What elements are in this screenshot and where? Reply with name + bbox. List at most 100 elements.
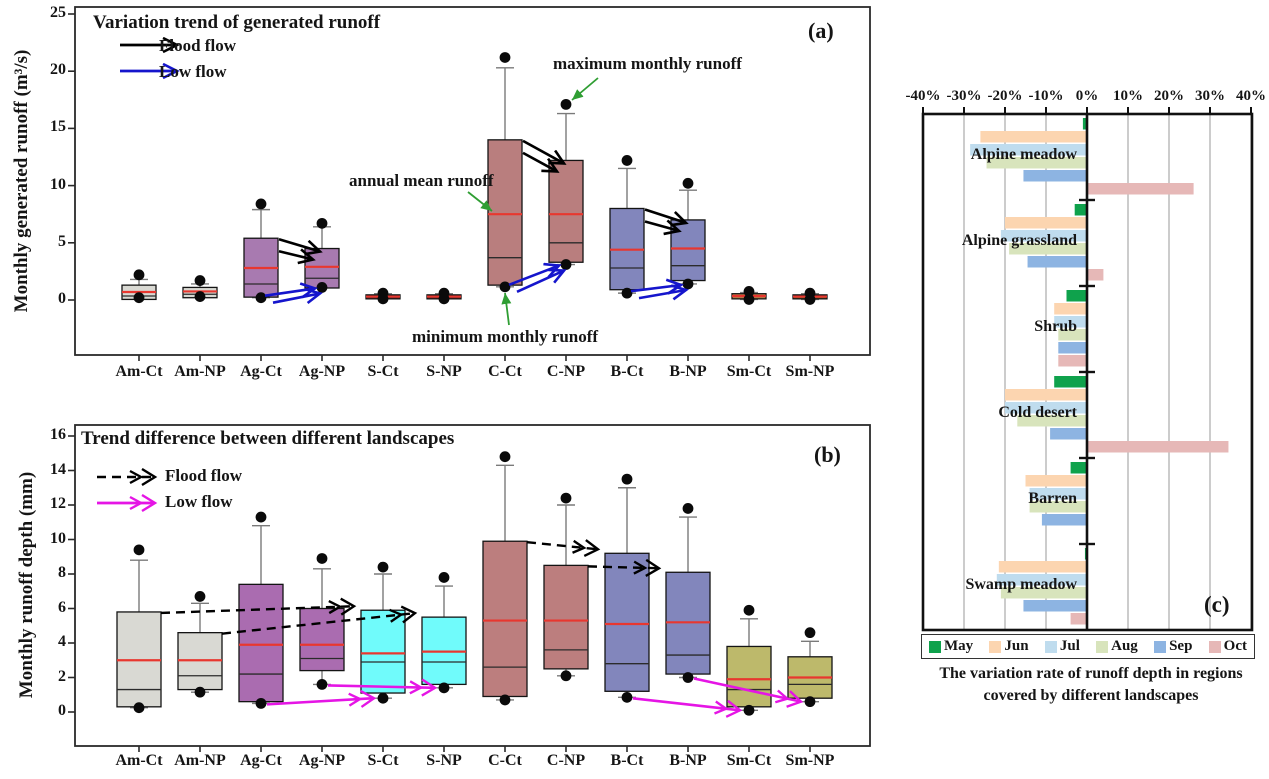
landscape-label: Shrub bbox=[1034, 318, 1077, 335]
bar-May-alpine-grassland bbox=[1074, 204, 1087, 216]
max-dot bbox=[621, 155, 633, 166]
max-dot bbox=[560, 98, 572, 110]
x-tick-label: Sm-NP bbox=[785, 752, 835, 769]
box-S-Ct bbox=[360, 609, 406, 694]
bar-Jul-swamp-meadow bbox=[996, 574, 1087, 586]
y-tick-label: 12 bbox=[50, 495, 66, 512]
legend-swatch-sep bbox=[1154, 640, 1167, 653]
landscape-label: Alpine grassland bbox=[961, 232, 1077, 249]
bar-Jun-alpine-meadow bbox=[980, 131, 1087, 143]
low-arrow-magenta bbox=[693, 677, 801, 702]
legend-item-sep: Sep bbox=[1154, 638, 1192, 655]
bar-Aug-cold-desert bbox=[1017, 415, 1087, 427]
landscape-label: Cold desert bbox=[998, 404, 1077, 421]
min-dot bbox=[499, 281, 511, 293]
legend-item-oct: Oct bbox=[1208, 638, 1247, 655]
x-tick-label: Ag-NP bbox=[298, 752, 346, 769]
flood-arrow-dashed bbox=[587, 566, 659, 568]
x-tick-label: S-NP bbox=[426, 752, 462, 769]
panel-b-label: (b) bbox=[814, 442, 841, 467]
pct-tick-label: 20% bbox=[1154, 88, 1184, 104]
box-Ag-Ct bbox=[238, 583, 284, 703]
x-tick-label: Ag-Ct bbox=[240, 752, 282, 769]
flood-arrow bbox=[644, 221, 679, 230]
legend-swatch-aug bbox=[1096, 640, 1109, 653]
low-arrow bbox=[638, 290, 686, 298]
box-C-Ct bbox=[487, 139, 523, 286]
panel-a-title: Variation trend of generated runoff bbox=[93, 12, 381, 33]
bar-Sep-cold-desert bbox=[1050, 428, 1087, 440]
panel-b-frame bbox=[74, 424, 871, 747]
y-tick-label: 0 bbox=[58, 702, 66, 719]
bar-Sep-barren bbox=[1041, 514, 1087, 526]
y-tick-label: 10 bbox=[50, 529, 66, 547]
min-dot bbox=[682, 278, 694, 290]
bar-May-barren bbox=[1070, 462, 1087, 474]
pct-tick-label: -10% bbox=[1028, 88, 1064, 104]
box-B-Ct bbox=[604, 552, 650, 692]
x-tick-label: S-Ct bbox=[367, 363, 399, 380]
y-tick-label: 4 bbox=[58, 633, 66, 650]
panel-c-caption: The variation rate of runoff depth in re… bbox=[939, 665, 1243, 704]
min-dot bbox=[804, 294, 816, 305]
min-dot bbox=[621, 691, 633, 703]
flood-arrow bbox=[278, 237, 320, 251]
legend-label: Oct bbox=[1223, 638, 1247, 654]
bar-Aug-barren bbox=[1029, 501, 1087, 513]
max-dot bbox=[194, 275, 206, 286]
legend-label: Sep bbox=[1169, 638, 1193, 654]
bar-Jun-shrub bbox=[1054, 303, 1087, 315]
panel-b-legend-low-label: Low flow bbox=[165, 492, 233, 511]
pct-tick-label: 0% bbox=[1075, 88, 1099, 104]
max-dot bbox=[438, 572, 450, 583]
box-C-Ct bbox=[482, 540, 528, 698]
x-tick-label: Am-NP bbox=[174, 752, 226, 769]
bar-Sep-alpine-meadow bbox=[1023, 170, 1087, 182]
max-dot bbox=[743, 286, 755, 297]
y-tick-label: 8 bbox=[58, 564, 66, 581]
y-tick-label: 25 bbox=[50, 4, 66, 21]
annotation-min-monthly-runoff: minimum monthly runoff bbox=[412, 327, 599, 346]
min-dot bbox=[499, 694, 511, 706]
landscape-label: Swamp meadow bbox=[965, 576, 1077, 593]
max-dot bbox=[499, 52, 511, 63]
y-tick-label: 10 bbox=[50, 175, 66, 193]
bar-Sep-alpine-grassland bbox=[1027, 256, 1087, 268]
annotation-arrow bbox=[571, 77, 599, 101]
flood-arrow bbox=[522, 139, 564, 164]
flood-arrow bbox=[522, 151, 557, 172]
max-dot bbox=[255, 511, 267, 523]
low-arrow bbox=[516, 271, 564, 294]
x-tick-label: Am-Ct bbox=[115, 752, 163, 769]
bar-Jun-barren bbox=[1025, 475, 1087, 487]
y-tick-label: 2 bbox=[58, 667, 66, 685]
box-Sm-Ct bbox=[726, 645, 772, 708]
min-dot bbox=[438, 682, 450, 694]
x-tick-label: C-NP bbox=[546, 363, 586, 380]
max-dot bbox=[255, 198, 267, 210]
panel-b-title: Trend difference between different lands… bbox=[81, 428, 455, 449]
bar-Jun-alpine-grassland bbox=[1005, 217, 1087, 229]
panel-a-frame bbox=[74, 6, 871, 356]
low-arrow-magenta bbox=[266, 698, 374, 704]
y-tick-label: 14 bbox=[50, 460, 66, 478]
min-dot bbox=[377, 692, 389, 704]
legend-item-may: May bbox=[929, 638, 973, 655]
min-dot bbox=[438, 293, 450, 305]
bar-Aug-swamp-meadow bbox=[1000, 587, 1087, 599]
bar-Jul-alpine-meadow bbox=[970, 144, 1087, 156]
flood-arrow bbox=[278, 251, 313, 259]
x-tick-label: C-Ct bbox=[488, 752, 522, 769]
x-tick-label: Sm-Ct bbox=[726, 752, 772, 769]
x-tick-label: B-NP bbox=[669, 363, 707, 380]
panel-c-frame bbox=[921, 112, 1254, 632]
pct-tick-label: 10% bbox=[1113, 88, 1143, 104]
min-dot bbox=[377, 293, 389, 305]
flood-arrow bbox=[644, 208, 686, 222]
annotation-arrow bbox=[501, 292, 512, 326]
max-dot bbox=[743, 604, 755, 616]
x-tick-label: Sm-NP bbox=[785, 363, 835, 380]
panel-a-legend-flood-label: Flood flow bbox=[159, 36, 236, 55]
x-tick-label: S-NP bbox=[426, 363, 462, 380]
flood-arrow-dashed bbox=[221, 613, 415, 635]
